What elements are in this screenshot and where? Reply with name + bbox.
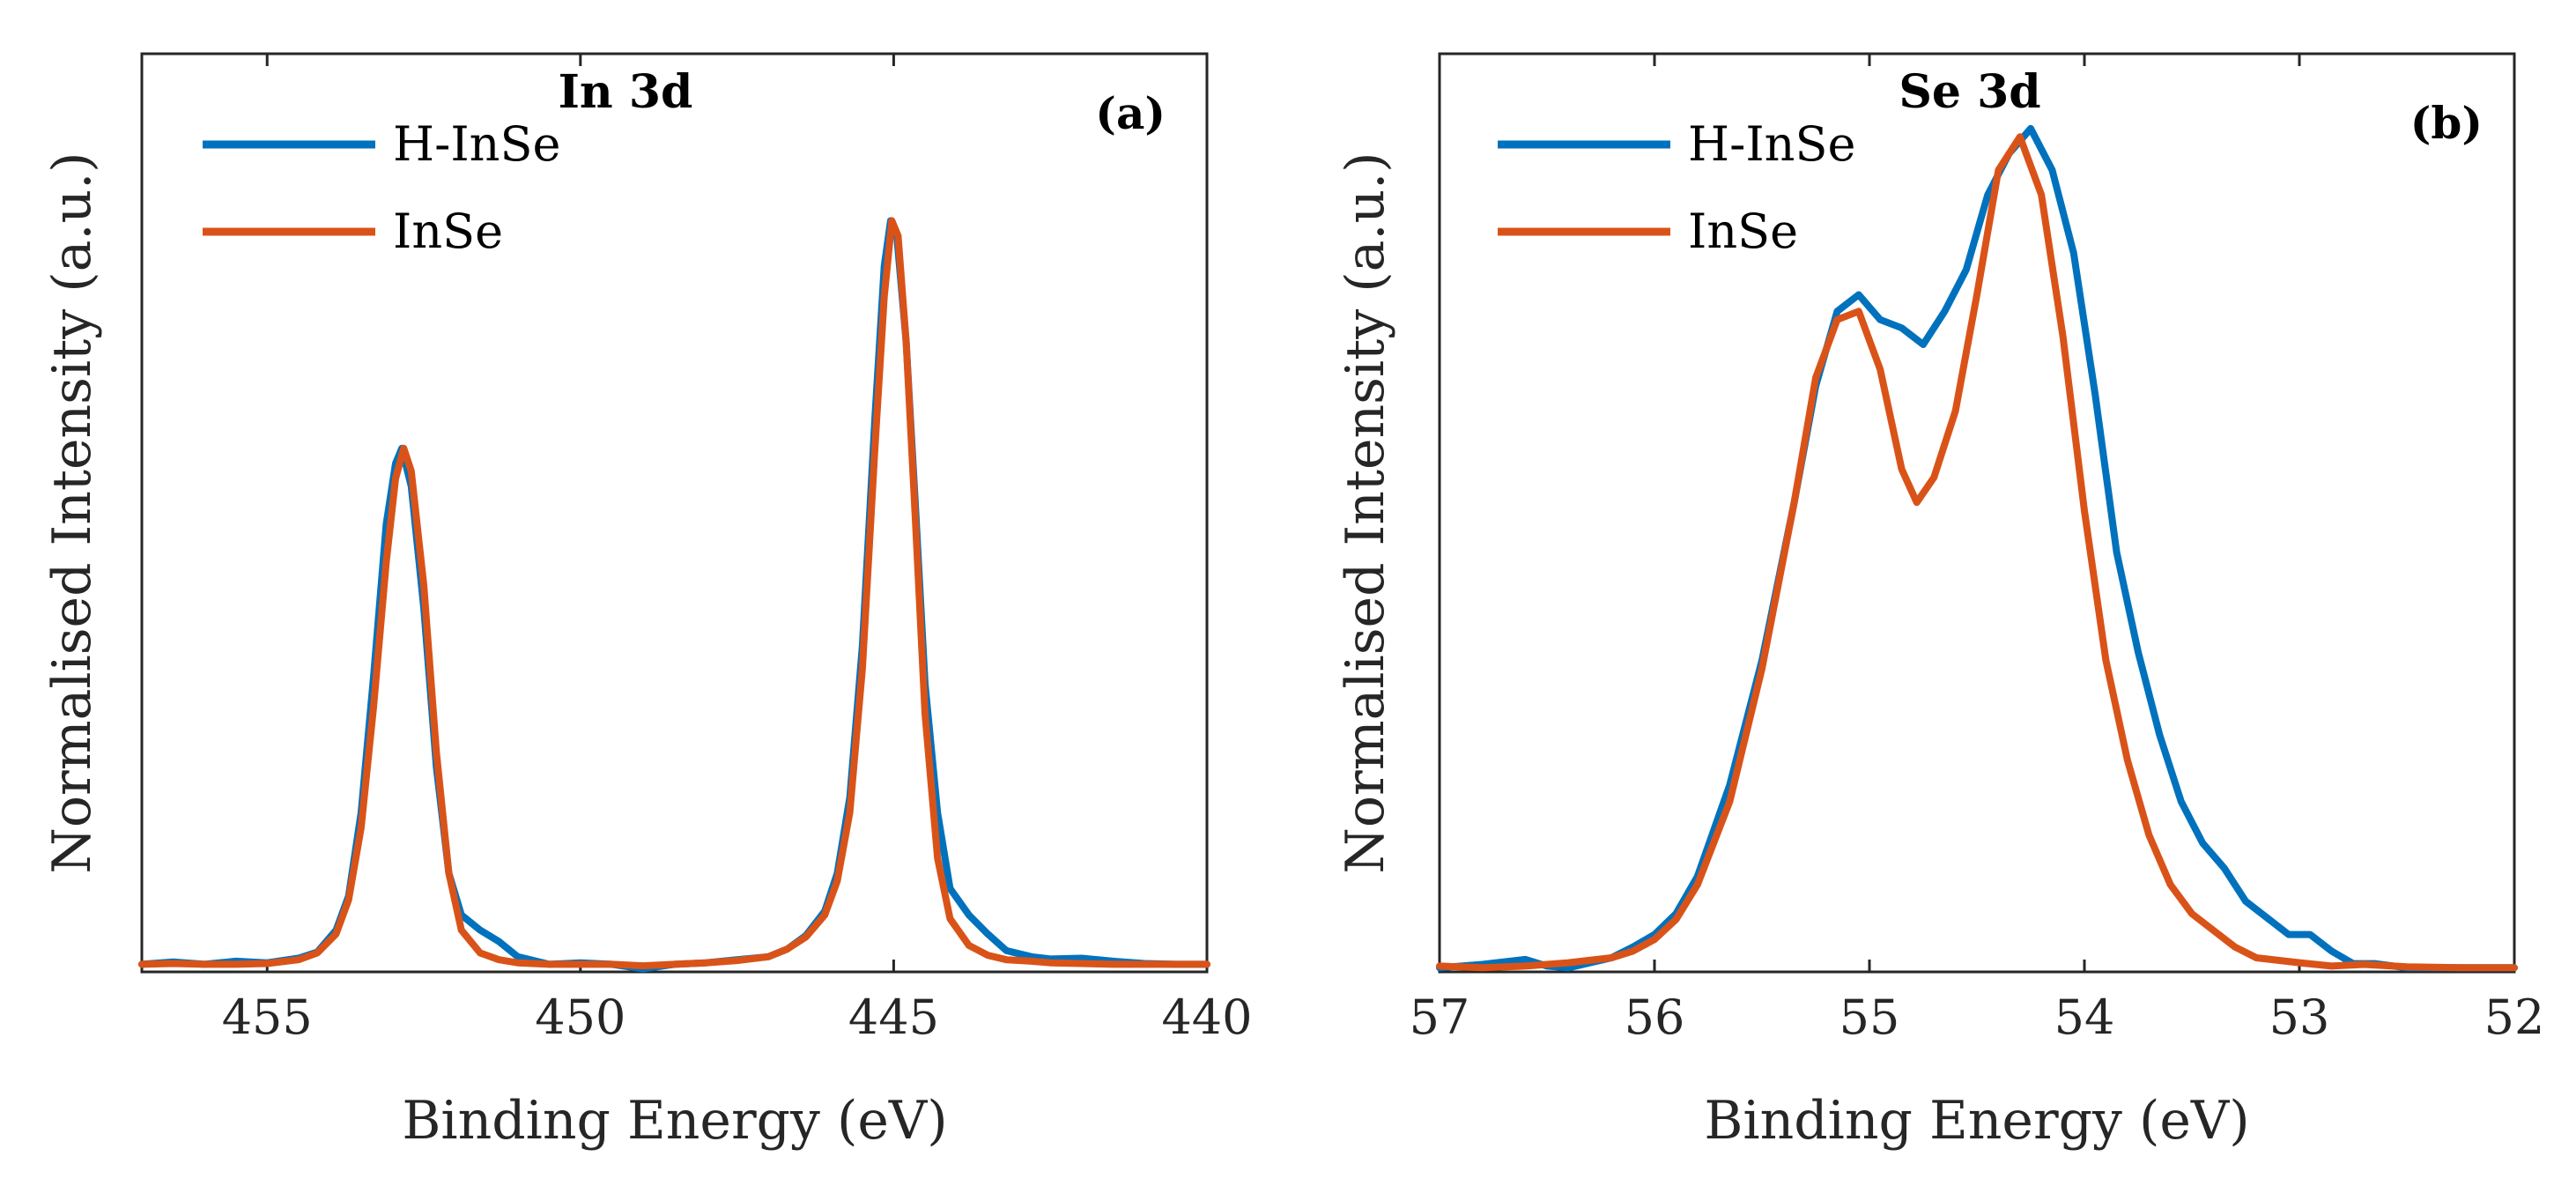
y-axis-label: Normalised Intensity (a.u.) — [41, 152, 103, 873]
x-axis-label: Binding Energy (eV) — [402, 1090, 947, 1152]
series-group — [138, 217, 1210, 973]
y-axis-label: Normalised Intensity (a.u.) — [1335, 152, 1396, 873]
x-axis-ticks: 455 450 445 440 — [222, 54, 1253, 1045]
series-line-h-inse — [1436, 124, 2518, 972]
x-tick-label: 445 — [848, 990, 939, 1045]
panel-b: 57 56 55 54 53 52 Se 3d (b) Binding Energy (e… — [1335, 52, 2545, 1152]
x-tick-label: 455 — [222, 990, 313, 1045]
x-tick-label: 52 — [2484, 990, 2545, 1045]
plot-area-frame — [140, 52, 1209, 974]
x-axis-label: Binding Energy (eV) — [1704, 1090, 2249, 1152]
x-tick-label: 55 — [1839, 990, 1900, 1045]
x-tick-label: 450 — [535, 990, 625, 1045]
legend-label-h-inse: H-InSe — [1688, 116, 1855, 172]
x-axis-ticks: 57 56 55 54 53 52 — [1410, 54, 2545, 1045]
x-tick-label: 57 — [1410, 990, 1470, 1045]
legend-label-inse: InSe — [393, 204, 503, 259]
x-tick-label: 53 — [2269, 990, 2330, 1045]
legend: H-InSe InSe — [203, 116, 560, 259]
legend: H-InSe InSe — [1498, 116, 1855, 259]
legend-label-h-inse: H-InSe — [393, 116, 560, 172]
chart-title: In 3d — [559, 65, 693, 119]
x-tick-label: 56 — [1625, 990, 1685, 1045]
x-tick-label: 440 — [1161, 990, 1252, 1045]
series-line-inse — [1436, 133, 2518, 972]
series-group — [1436, 124, 2518, 972]
x-tick-label: 54 — [2054, 990, 2115, 1045]
panel-label: (b) — [2410, 97, 2483, 149]
legend-label-inse: InSe — [1688, 204, 1798, 259]
series-line-inse — [138, 217, 1210, 970]
panel-a: 455 450 445 440 In 3d (a) Binding Energy (e… — [41, 52, 1253, 1152]
plot-area-frame — [1438, 52, 2516, 974]
panel-label: (a) — [1095, 87, 1166, 139]
chart-title: Se 3d — [1899, 65, 2040, 119]
